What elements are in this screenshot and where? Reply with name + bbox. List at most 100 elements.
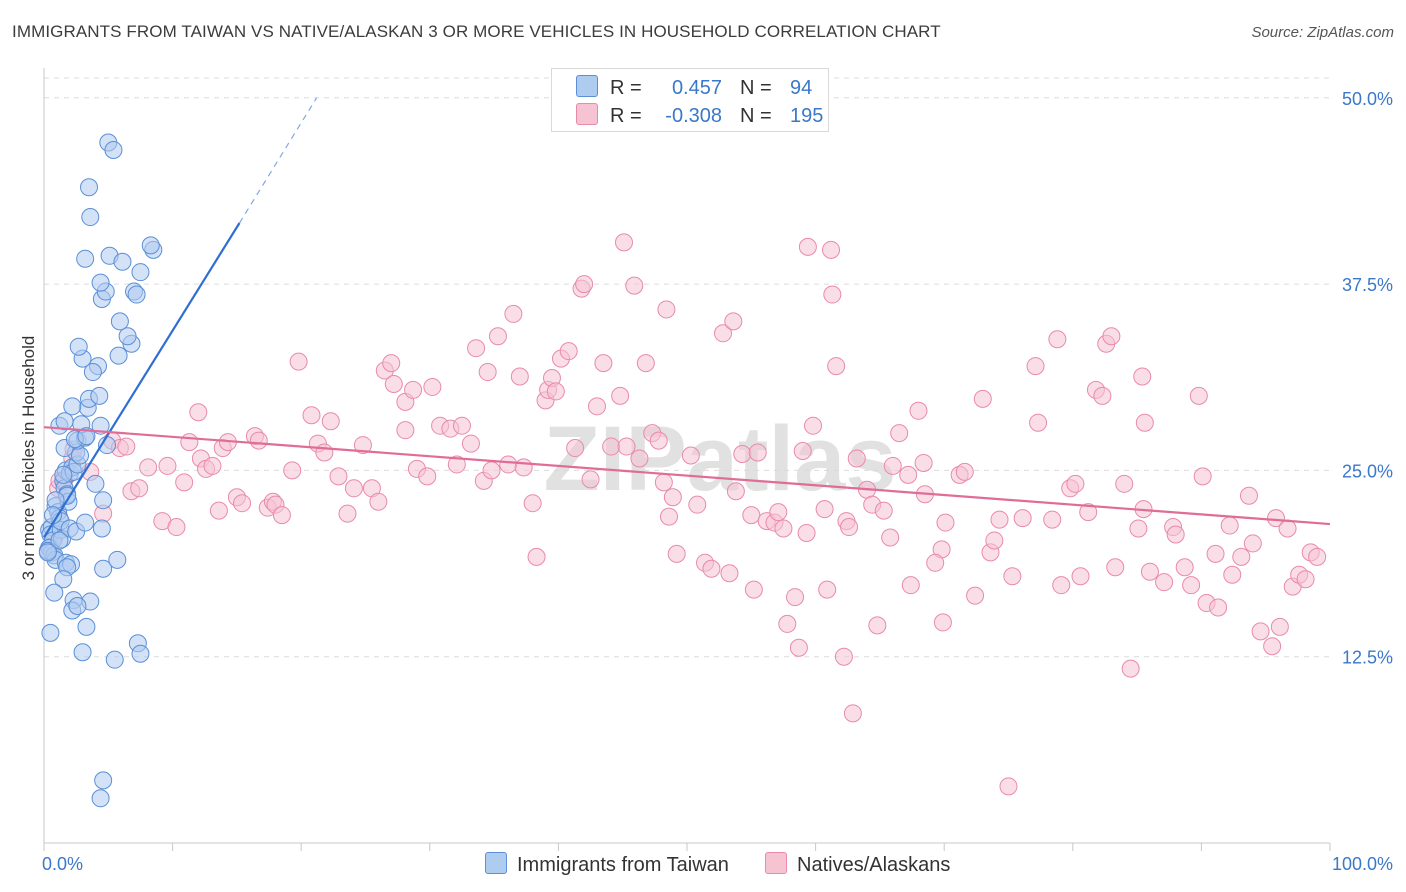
data-point-natives xyxy=(726,482,745,501)
series-natives-points xyxy=(41,233,1327,796)
data-point-natives xyxy=(1166,525,1185,544)
data-point-natives xyxy=(1102,327,1121,346)
legend-n-value: 94 xyxy=(790,77,813,99)
legend-n-label: N = xyxy=(740,77,772,99)
data-point-natives xyxy=(933,613,952,632)
data-point-taiwan xyxy=(50,531,69,550)
data-point-natives xyxy=(209,501,228,520)
data-point-natives xyxy=(353,436,372,455)
legend-row-natives: R = -0.308 N = 195 xyxy=(576,103,823,128)
legend-n-label: N = xyxy=(740,105,772,127)
data-point-natives xyxy=(581,470,600,489)
data-point-natives xyxy=(189,403,208,422)
data-point-taiwan xyxy=(77,617,96,636)
data-point-taiwan xyxy=(131,644,150,663)
data-point-taiwan xyxy=(94,771,113,790)
data-point-natives xyxy=(847,449,866,468)
data-point-natives xyxy=(602,437,621,456)
data-point-natives xyxy=(914,453,933,472)
data-point-taiwan xyxy=(105,650,124,669)
data-point-natives xyxy=(478,363,497,382)
data-point-natives xyxy=(786,588,805,607)
data-point-natives xyxy=(714,324,733,343)
data-point-natives xyxy=(688,495,707,514)
data-point-natives xyxy=(1206,544,1225,563)
data-point-natives xyxy=(523,494,542,513)
data-point-natives xyxy=(874,501,893,520)
data-point-natives xyxy=(315,443,334,462)
data-point-natives xyxy=(823,285,842,304)
data-point-natives xyxy=(793,442,812,461)
data-point-natives xyxy=(329,467,348,486)
data-point-natives xyxy=(1266,509,1285,528)
data-point-natives xyxy=(1223,565,1242,584)
data-point-natives xyxy=(1209,598,1228,617)
data-point-taiwan xyxy=(94,491,113,510)
data-point-natives xyxy=(834,647,853,666)
data-point-natives xyxy=(302,406,321,425)
legend-row-taiwan: R = 0.457 N = 94 xyxy=(576,75,812,100)
data-point-natives xyxy=(1296,570,1315,589)
data-point-natives xyxy=(384,374,403,393)
data-point-natives xyxy=(774,519,793,538)
data-point-natives xyxy=(1052,576,1071,595)
data-point-natives xyxy=(1121,659,1140,678)
data-point-taiwan xyxy=(46,491,65,510)
data-point-taiwan xyxy=(83,363,102,382)
data-point-taiwan xyxy=(69,337,88,356)
data-point-natives xyxy=(594,354,613,373)
legend-n-value: 195 xyxy=(790,105,824,127)
legend-swatch-natives xyxy=(765,852,787,874)
data-point-natives xyxy=(797,524,816,542)
trend-line-taiwan-extension xyxy=(238,97,318,224)
data-point-natives xyxy=(1155,573,1174,592)
legend-r-label: R = xyxy=(610,77,642,99)
data-point-taiwan xyxy=(73,643,92,662)
data-point-natives xyxy=(840,518,859,537)
data-point-natives xyxy=(130,479,149,498)
data-point-natives xyxy=(636,354,655,373)
data-point-natives xyxy=(180,433,199,452)
data-point-natives xyxy=(203,456,222,475)
data-point-natives xyxy=(1066,474,1085,493)
legend-label-natives: Natives/Alaskans xyxy=(797,854,951,876)
data-point-taiwan xyxy=(118,327,137,346)
data-point-natives xyxy=(233,494,252,513)
data-point-natives xyxy=(1079,503,1098,522)
data-point-natives xyxy=(789,638,808,657)
data-point-taiwan xyxy=(45,583,64,602)
data-point-natives xyxy=(883,456,902,475)
data-point-natives xyxy=(663,488,682,507)
data-point-natives xyxy=(423,377,442,396)
data-point-natives xyxy=(966,586,985,605)
data-point-taiwan xyxy=(127,285,146,304)
data-point-natives xyxy=(649,431,668,450)
data-point-natives xyxy=(1182,576,1201,595)
data-point-natives xyxy=(167,518,186,537)
data-point-natives xyxy=(742,506,761,525)
data-point-natives xyxy=(630,449,649,468)
data-point-natives xyxy=(272,506,291,525)
data-point-taiwan xyxy=(54,570,73,589)
data-point-natives xyxy=(1193,467,1212,486)
data-point-natives xyxy=(158,456,177,475)
data-point-natives xyxy=(452,416,471,435)
data-point-natives xyxy=(1263,637,1282,656)
data-point-natives xyxy=(822,240,841,259)
data-point-natives xyxy=(1189,386,1208,405)
data-point-taiwan xyxy=(76,249,95,268)
data-point-natives xyxy=(382,354,401,373)
data-point-natives xyxy=(499,455,518,474)
y-tick-label: 37.5% xyxy=(1342,275,1393,295)
data-point-natives xyxy=(1048,330,1067,349)
trend-line-taiwan xyxy=(43,222,241,539)
data-point-natives xyxy=(702,559,721,578)
legend-item-natives[interactable]: Natives/Alaskans xyxy=(765,852,950,877)
legend-item-taiwan[interactable]: Immigrants from Taiwan xyxy=(485,852,729,877)
data-point-natives xyxy=(344,479,363,498)
data-point-taiwan xyxy=(141,236,160,255)
data-point-taiwan xyxy=(92,519,111,538)
data-point-taiwan xyxy=(91,416,110,435)
legend-swatch-taiwan xyxy=(576,75,598,97)
